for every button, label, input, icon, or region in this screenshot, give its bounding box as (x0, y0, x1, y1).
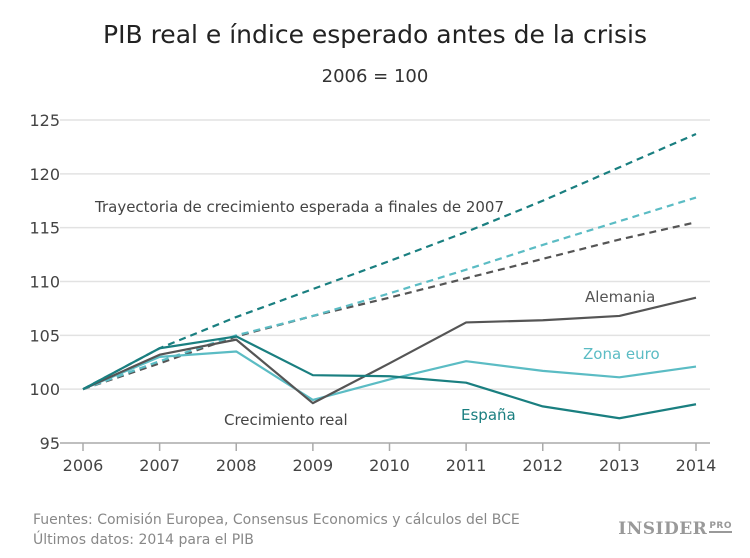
chart-subtitle: 2006 = 100 (321, 66, 429, 87)
series-label-alemania: Alemania (585, 288, 655, 306)
zona-euro-solid-line (82, 350, 697, 402)
x-tick-label: 2006 (63, 456, 104, 475)
x-tick-label: 2009 (293, 456, 334, 475)
footer-latest: Últimos datos: 2014 para el PIB (33, 532, 254, 548)
y-tick-label: 125 (29, 111, 60, 130)
expected-dashed-line (82, 132, 697, 391)
y-tick-label: 120 (29, 165, 60, 184)
y-tick-label: 115 (29, 219, 60, 238)
x-tick-label: 2010 (369, 456, 410, 475)
x-tick-label: 2013 (599, 456, 640, 475)
x-tick-label: 2008 (216, 456, 257, 475)
logo-sup: PRO (709, 521, 732, 533)
footer-sources: Fuentes: Comisión Europea, Consensus Eco… (33, 512, 520, 528)
y-tick-label: 100 (29, 380, 60, 399)
annotation-expected: Trayectoria de crecimiento esperada a fi… (94, 198, 504, 216)
y-tick-label: 110 (29, 273, 60, 292)
logo-main: INSIDER (618, 519, 708, 539)
annotation-real: Crecimiento real (224, 411, 348, 429)
expected-dashed-line (82, 221, 697, 391)
y-tick-label: 95 (40, 434, 60, 453)
series-label-españa: España (461, 406, 516, 424)
x-tick-label: 2014 (676, 456, 717, 475)
x-tick-label: 2012 (522, 456, 563, 475)
series-label-zona-euro: Zona euro (583, 345, 660, 363)
expected-dashed-line (82, 196, 697, 391)
x-tick-label: 2007 (139, 456, 180, 475)
españa-solid-line (82, 335, 697, 420)
alemania-solid-line (82, 296, 697, 405)
x-tick-label: 2011 (446, 456, 487, 475)
chart-title: PIB real e índice esperado antes de la c… (103, 20, 647, 49)
y-tick-label: 105 (29, 326, 60, 345)
insider-pro-logo: INSIDER PRO (618, 519, 732, 539)
